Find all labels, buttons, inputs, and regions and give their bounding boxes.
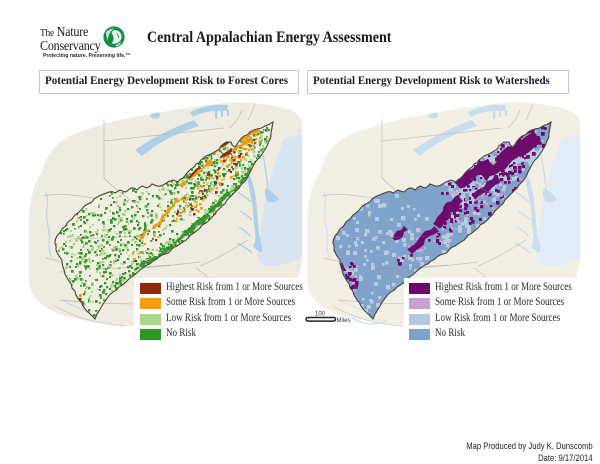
svg-text:100: 100	[315, 312, 326, 318]
svg-text:Miles: Miles	[337, 318, 351, 324]
